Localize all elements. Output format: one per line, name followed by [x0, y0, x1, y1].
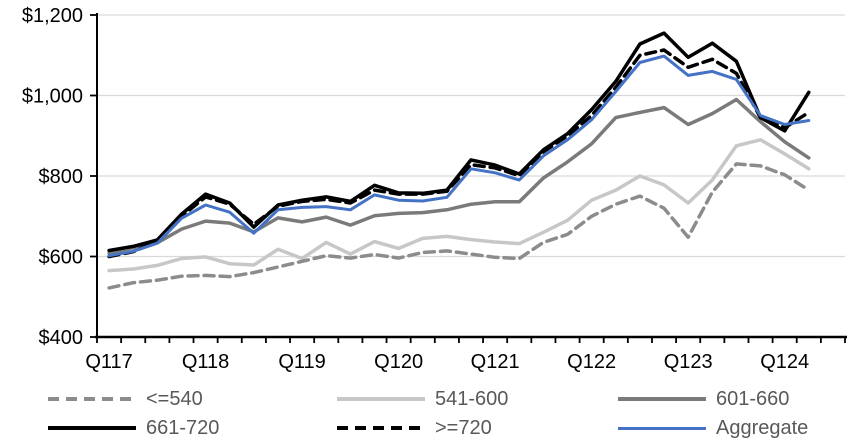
x-axis-label: Q120 [374, 351, 423, 373]
x-axis-label: Q124 [760, 351, 809, 373]
x-axis-label: Q119 [278, 351, 325, 373]
y-axis-label: $800 [39, 166, 84, 188]
legend-swatch-dashed-000000 [337, 426, 425, 430]
legend-label: 541-600 [435, 387, 509, 410]
series-line-720 [107, 48, 811, 259]
y-axis-label: $600 [39, 247, 84, 269]
x-axis-label: Q117 [85, 351, 132, 373]
series-line-540 [107, 162, 811, 290]
series-line-Aggregate [107, 54, 811, 258]
legend-item-661720: 661-720 [48, 415, 219, 441]
chart-canvas: $400 $600 $800 $1,000 $1,200 Q117 Q118 Q119 Q120… [22, 5, 847, 373]
y-axis-label: $1,000 [22, 86, 83, 108]
legend-label: Aggregate [716, 416, 809, 439]
x-axis-label: Q123 [664, 351, 713, 373]
x-axis: Q117 Q118 Q119 Q120 Q121 Q122 Q123 Q124 [85, 335, 847, 373]
legend-swatch-solid-000000 [48, 426, 136, 430]
legend-swatch-solid-7A7A7A [618, 397, 706, 401]
series-line-661720 [107, 31, 811, 253]
legend-item-Aggregate: Aggregate [618, 415, 808, 441]
x-axis-label: Q118 [182, 351, 229, 373]
series-line-601660 [107, 97, 811, 256]
y-axis-label: $1,200 [22, 5, 83, 27]
legend-label: >=720 [435, 416, 492, 439]
x-axis-label: Q122 [567, 351, 616, 373]
legend-swatch-solid-C7C7C7 [337, 397, 425, 401]
y-axis-label: $400 [39, 327, 84, 349]
series-lines [107, 31, 811, 290]
legend-label: 661-720 [146, 416, 220, 439]
legend-swatch-solid-4472C4 [618, 426, 706, 430]
legend-swatch-dashed-8C8C8C [48, 397, 136, 401]
legend-item-541600: 541-600 [337, 386, 508, 412]
legend-label: 601-660 [716, 387, 790, 410]
y-axis: $400 $600 $800 $1,000 $1,200 [22, 5, 98, 349]
x-axis-label: Q121 [471, 351, 520, 373]
series-line-541600 [107, 138, 811, 273]
legend-item-601660: 601-660 [618, 386, 789, 412]
legend-item-540: <=540 [48, 386, 203, 412]
gridlines [97, 14, 845, 258]
legend-label: <=540 [146, 387, 203, 410]
legend-item-720: >=720 [337, 415, 492, 441]
